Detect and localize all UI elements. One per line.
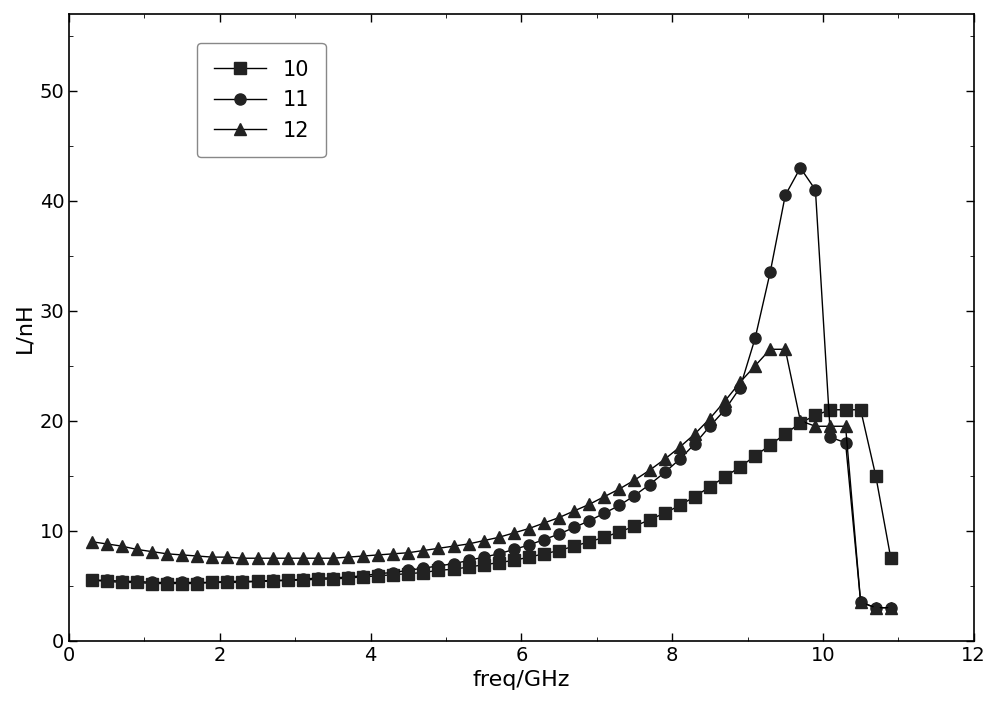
10 <box>568 542 580 551</box>
Y-axis label: L/nH: L/nH <box>14 302 34 353</box>
10 <box>885 554 897 562</box>
12 <box>870 603 882 612</box>
12 <box>221 553 233 561</box>
10 <box>824 406 836 414</box>
10 <box>146 579 158 588</box>
10 <box>236 578 248 586</box>
11 <box>387 568 399 577</box>
12 <box>885 603 897 612</box>
11 <box>794 163 806 172</box>
Line: 12: 12 <box>86 344 896 613</box>
10 <box>644 515 656 524</box>
11 <box>221 577 233 586</box>
10 <box>86 576 98 584</box>
10 <box>538 550 550 558</box>
Line: 11: 11 <box>86 163 896 613</box>
11 <box>553 530 565 539</box>
10 <box>402 570 414 578</box>
Line: 10: 10 <box>86 404 896 589</box>
12 <box>628 476 640 484</box>
12 <box>764 345 776 353</box>
12 <box>553 513 565 522</box>
Legend: 10, 11, 12: 10, 11, 12 <box>197 43 326 157</box>
11 <box>885 603 897 612</box>
10 <box>583 537 595 546</box>
X-axis label: freq/GHz: freq/GHz <box>473 670 570 690</box>
12 <box>86 537 98 546</box>
11 <box>870 603 882 612</box>
12 <box>523 524 535 533</box>
11 <box>86 576 98 584</box>
12 <box>568 507 580 515</box>
12 <box>387 550 399 558</box>
11 <box>628 491 640 500</box>
11 <box>523 541 535 549</box>
11 <box>568 523 580 532</box>
